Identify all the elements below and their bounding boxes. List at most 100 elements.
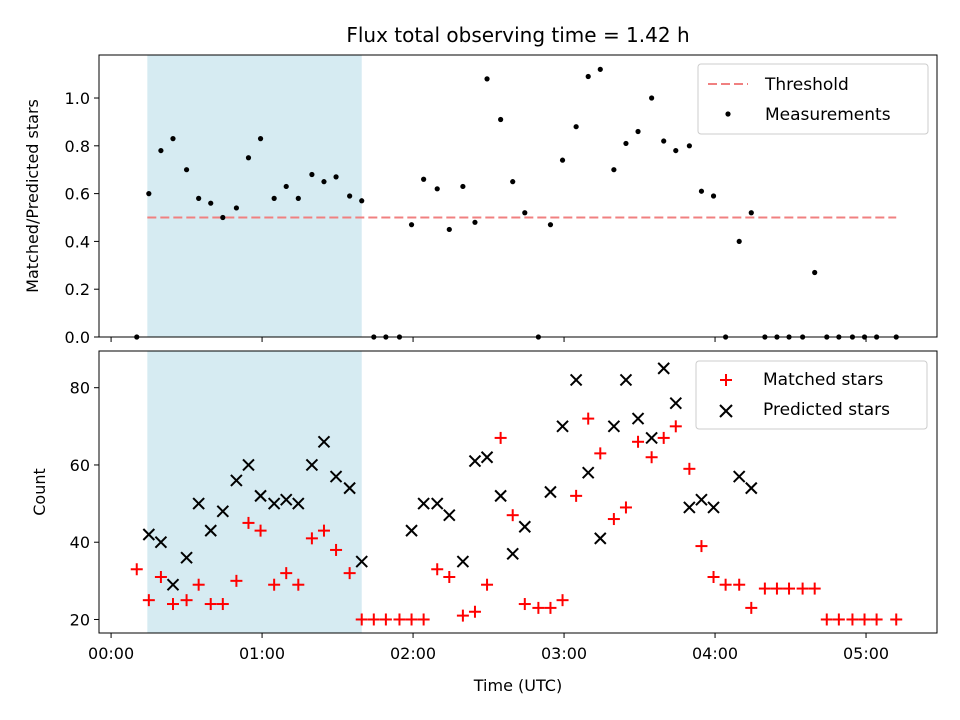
measurement-point bbox=[649, 95, 655, 101]
predicted-legend-label: Predicted stars bbox=[763, 400, 890, 420]
matched-star-point bbox=[154, 570, 167, 583]
count-axes-frame bbox=[98, 350, 938, 634]
predicted-star-point bbox=[707, 501, 720, 514]
matched-star-point bbox=[532, 601, 545, 614]
measurement-point bbox=[309, 171, 315, 178]
threshold-legend-label: Threshold bbox=[764, 75, 849, 95]
predicted-star-point bbox=[569, 373, 583, 387]
predicted-star-point bbox=[544, 485, 557, 499]
measurement-point bbox=[710, 193, 717, 199]
matched-star-point bbox=[858, 613, 871, 626]
measurement-point bbox=[623, 140, 629, 147]
matched-star-point bbox=[683, 462, 696, 475]
predicted-star-point bbox=[216, 505, 230, 518]
measurement-point bbox=[472, 219, 478, 225]
predicted-star-point bbox=[669, 396, 682, 410]
measurement-point bbox=[183, 167, 190, 173]
measurement-point bbox=[573, 124, 579, 130]
matched-star-point bbox=[431, 563, 444, 576]
matched-star-point bbox=[305, 532, 318, 545]
measurements-legend-swatch bbox=[725, 111, 731, 117]
ratio-y-tick-label: 0.4 bbox=[65, 232, 90, 251]
measurement-point bbox=[170, 136, 176, 142]
measurements-legend-label: Measurements bbox=[765, 105, 891, 125]
matched-star-point bbox=[719, 578, 732, 591]
matched-star-point bbox=[832, 613, 845, 626]
predicted-star-point bbox=[280, 493, 293, 506]
predicted-star-point bbox=[192, 497, 205, 510]
measurement-point bbox=[446, 226, 452, 233]
predicted-star-point bbox=[631, 412, 645, 425]
predicted-star-point bbox=[142, 528, 156, 541]
matched-star-point bbox=[317, 524, 330, 537]
matched-star-point bbox=[192, 578, 205, 591]
matched-star-point bbox=[330, 543, 343, 556]
measurement-point bbox=[748, 210, 754, 216]
measurement-point bbox=[220, 214, 226, 221]
x-axis-label: Time (UTC) bbox=[473, 676, 562, 695]
ratio-legend: Threshold Measurements bbox=[697, 63, 929, 135]
matched-star-point bbox=[254, 524, 267, 537]
predicted-star-point bbox=[518, 520, 532, 533]
predicted-star-point bbox=[166, 578, 180, 591]
predicted-star-point bbox=[329, 470, 343, 483]
predicted-star-point bbox=[254, 489, 267, 503]
x-tick-label: 04:00 bbox=[692, 644, 738, 663]
count-y-axis-label: Count bbox=[30, 468, 49, 516]
matched-star-point bbox=[494, 431, 507, 444]
measurement-point bbox=[158, 147, 164, 154]
x-tick-label: 01:00 bbox=[239, 644, 285, 663]
measurement-point bbox=[698, 188, 705, 194]
matched-star-point bbox=[355, 613, 368, 626]
ratio-x-ticks bbox=[110, 337, 867, 342]
predicted-star-point bbox=[683, 501, 696, 514]
matched-star-point bbox=[506, 509, 519, 522]
matched-star-point bbox=[216, 598, 229, 611]
matched-star-point bbox=[367, 613, 380, 626]
measurement-point bbox=[333, 174, 339, 180]
predicted-star-point bbox=[645, 431, 658, 445]
matched-star-point bbox=[343, 567, 356, 580]
measurement-point bbox=[421, 176, 427, 182]
ratio-y-tick-label: 0.0 bbox=[65, 328, 90, 347]
matched-star-point bbox=[405, 613, 418, 626]
chart-title: Flux total observing time = 1.42 h bbox=[346, 23, 689, 47]
measurement-point bbox=[347, 193, 353, 199]
predicted-star-point bbox=[732, 470, 746, 483]
ratio-y-axis-label: Matched/Predicted stars bbox=[23, 99, 42, 293]
ratio-y-ticks: 0.0 0.2 0.4 0.6 0.8 1.0 bbox=[65, 89, 99, 347]
count-y-tick-label: 80 bbox=[70, 379, 90, 398]
predicted-star-point bbox=[619, 373, 633, 387]
matched-star-point bbox=[242, 516, 255, 529]
matched-star-point bbox=[443, 570, 456, 583]
count-legend: Matched stars Predicted stars bbox=[695, 360, 928, 430]
measurement-point bbox=[585, 73, 591, 80]
x-tick-label: 03:00 bbox=[541, 644, 587, 663]
count-y-ticks: 20 40 60 80 bbox=[70, 379, 99, 629]
predicted-star-point bbox=[267, 497, 281, 510]
matched-star-point bbox=[280, 567, 293, 580]
x-tick-label: 05:00 bbox=[843, 644, 889, 663]
predicted-star-point bbox=[343, 481, 356, 495]
matched-star-point bbox=[594, 447, 607, 460]
measurement-point bbox=[559, 157, 566, 163]
count-x-ticks: 00:00 01:00 02:00 03:00 04:00 05:00 bbox=[88, 633, 889, 663]
measurement-point bbox=[686, 143, 692, 149]
observing-span-shade-lower bbox=[147, 351, 362, 633]
measurement-point bbox=[233, 205, 240, 211]
matched-star-point bbox=[770, 582, 783, 595]
matched-star-point bbox=[142, 594, 155, 607]
predicted-star-point bbox=[582, 466, 595, 479]
measurement-point bbox=[611, 167, 617, 173]
predicted-star-point bbox=[456, 555, 470, 568]
predicted-star-point bbox=[405, 524, 418, 537]
predicted-star-point bbox=[594, 532, 607, 545]
matched-star-point bbox=[695, 540, 708, 553]
predicted-star-point bbox=[695, 493, 708, 506]
matched-star-point bbox=[518, 598, 531, 611]
measurement-point bbox=[673, 147, 679, 154]
measurement-point bbox=[283, 183, 289, 190]
observing-span-shade bbox=[147, 55, 362, 337]
count-legend-box bbox=[695, 360, 928, 430]
